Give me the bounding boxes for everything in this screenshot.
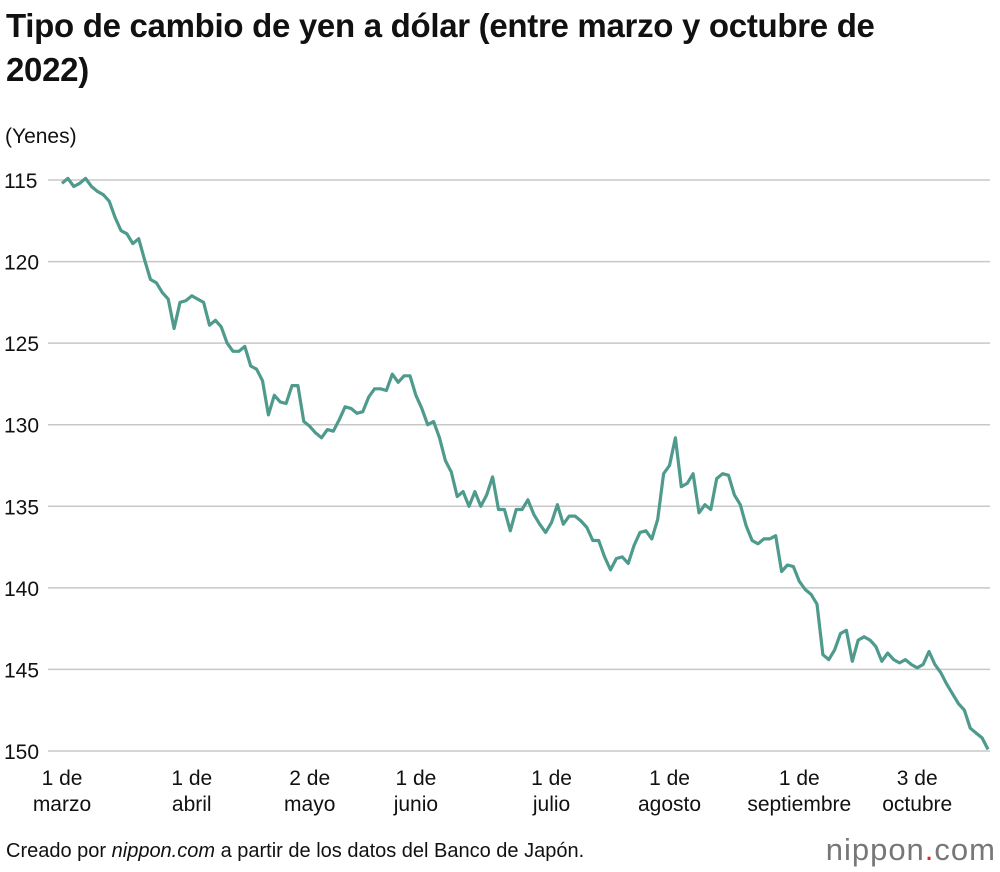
- footer: Creado por nippon.com a partir de los da…: [6, 840, 584, 863]
- x-tick-label-line: 1 de: [649, 767, 690, 790]
- x-tick-label-line: octubre: [882, 793, 952, 816]
- y-axis-label: (Yenes): [5, 125, 77, 148]
- x-tick-label: 1 de junio: [393, 767, 438, 816]
- x-tick-label: 2 de mayo: [284, 767, 335, 816]
- logo-text: com: [934, 832, 996, 867]
- data-line: [60, 176, 990, 751]
- footer-link-text: nippon.com: [111, 840, 216, 862]
- footer-text: Creado por: [6, 840, 112, 862]
- logo-dot: .: [924, 832, 935, 867]
- x-tick-label-line: 1 de: [171, 767, 212, 790]
- x-tick-label-line: agosto: [638, 793, 701, 816]
- y-tick-label: 115: [4, 170, 37, 193]
- logo: nippon.com: [826, 832, 996, 868]
- x-tick-label: 1 de abril: [171, 767, 212, 816]
- logo-text: nippon: [825, 832, 925, 867]
- y-tick-label: 120: [4, 252, 39, 275]
- x-tick-label-line: 1 de: [395, 767, 436, 790]
- y-tick-label: 130: [4, 415, 39, 438]
- chart-title: Tipo de cambio de yen a dólar (entre mar…: [6, 7, 875, 88]
- x-tick-label-line: abril: [172, 793, 212, 816]
- footer-text: a partir de los datos del Banco de Japón…: [215, 840, 585, 862]
- x-tick-label-line: marzo: [33, 793, 91, 816]
- y-tick-label: 135: [4, 496, 39, 519]
- y-tick-label: 125: [4, 333, 39, 356]
- y-tick-label: 140: [4, 578, 39, 601]
- x-tick-label: 1 de julio: [531, 767, 572, 816]
- x-tick-label-line: 2 de: [289, 767, 330, 790]
- y-tick-label: 150: [4, 741, 39, 764]
- x-tick-label-line: 1 de: [531, 767, 572, 790]
- x-tick-label: 1 de marzo: [33, 767, 91, 816]
- x-tick-label-line: 1 de: [779, 767, 820, 790]
- x-tick-label: 3 de octubre: [882, 767, 952, 816]
- x-tick-label: 1 de septiembre: [747, 767, 851, 816]
- x-tick-label-line: mayo: [284, 793, 335, 816]
- x-tick-label: 1 de agosto: [638, 767, 701, 816]
- x-tick-label-line: junio: [393, 793, 438, 816]
- x-tick-label-line: septiembre: [747, 793, 851, 816]
- y-tick-label: 145: [4, 659, 39, 682]
- x-tick-label-line: 1 de: [42, 767, 83, 790]
- x-tick-label-line: julio: [532, 793, 570, 816]
- x-tick-label-line: 3 de: [897, 767, 938, 790]
